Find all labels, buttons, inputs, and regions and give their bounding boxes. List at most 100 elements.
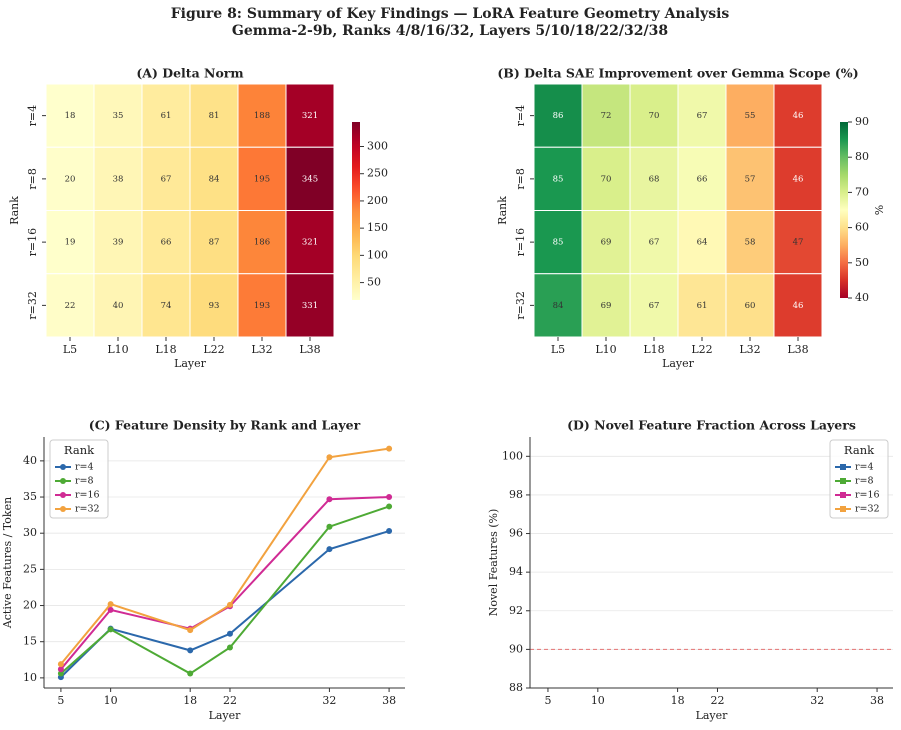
y-tick-label: r=32 [26,291,39,319]
cell-label: 195 [254,174,270,184]
colorbar-tick-label: 300 [367,139,388,152]
colorbar-tick-label: 50 [367,276,381,289]
x-tick-label: L38 [299,343,320,356]
x-tick-label: 5 [544,694,551,707]
x-tick-label: L32 [739,343,760,356]
x-tick-label: 5 [57,694,64,707]
y-tick-label: r=16 [26,228,39,256]
colorbar [352,122,360,300]
colorbar-tick-label: 250 [367,167,388,180]
x-tick-label: 22 [710,694,724,707]
cell-label: 38 [113,174,124,184]
heatmap-cell [93,273,143,338]
cell-label: 55 [745,111,756,121]
cell-label: 85 [553,174,564,184]
heatmap-cell [677,210,727,275]
heatmap-cell [285,273,335,338]
cell-label: 64 [697,238,708,248]
x-tick-label: 38 [382,694,396,707]
figure-title: Figure 8: Summary of Key Findings — LoRA… [171,6,730,22]
marker [187,627,194,634]
marker [386,528,393,535]
heatmap-cell [93,83,143,148]
cell-label: 20 [65,174,76,184]
cell-label: 321 [302,111,318,121]
legend-marker [840,464,846,470]
heatmap-cell [141,83,191,148]
x-tick-label: 32 [810,694,824,707]
chart-title: (B) Delta SAE Improvement over Gemma Sco… [497,66,858,81]
cell-label: 85 [553,238,564,248]
marker [326,523,333,530]
x-tick-label: L38 [787,343,808,356]
heatmap-cell [629,83,679,148]
cell-label: 67 [649,238,660,248]
cell-label: 69 [601,301,612,311]
heatmap-cell [285,146,335,211]
heatmap-cell [189,210,239,275]
colorbar-tick-label: 200 [367,194,388,207]
legend-marker [60,492,66,498]
cell-label: 74 [161,301,172,311]
legend-label: r=16 [75,490,100,501]
heatmap-cell [45,273,95,338]
cell-label: 22 [65,301,76,311]
x-tick-label: L22 [203,343,224,356]
y-tick-label: r=4 [26,105,39,126]
x-tick-label: L10 [107,343,128,356]
x-tick-label: L18 [155,343,176,356]
heatmap-cell [581,83,631,148]
cell-label: 67 [161,174,172,184]
figure-subtitle: Gemma-2-9b, Ranks 4/8/16/32, Layers 5/10… [232,23,668,39]
cell-label: 345 [302,174,318,184]
chart-title: (A) Delta Norm [136,66,243,81]
marker [187,647,194,654]
x-tick-label: 10 [104,694,118,707]
legend-title: Rank [64,443,95,457]
x-tick-label: 32 [322,694,336,707]
series-line [60,447,390,665]
cell-label: 66 [697,174,708,184]
cell-label: 67 [697,111,708,121]
cell-label: 86 [553,111,564,121]
x-tick-label: L32 [251,343,272,356]
cell-label: 68 [649,174,660,184]
legend-marker [60,506,66,512]
y-tick-label: 15 [23,635,37,648]
marker [326,546,333,553]
y-tick-label: r=8 [514,168,527,189]
heatmap-cell [773,210,823,275]
heatmap-cell [581,273,631,338]
legend-marker [60,478,66,484]
x-tick-label: 22 [223,694,237,707]
heatmap-cell [725,146,775,211]
heatmap-cell [581,210,631,275]
y-tick-label: 94 [509,565,523,578]
x-tick-label: L10 [595,343,616,356]
heatmap-cell [773,273,823,338]
heatmap-cell [189,146,239,211]
marker [326,454,333,461]
cell-label: 67 [649,301,660,311]
x-tick-label: 18 [671,694,685,707]
legend-label: r=8 [855,476,874,487]
x-tick-label: L18 [643,343,664,356]
cell-label: 331 [302,301,318,311]
colorbar-tick-label: 80 [855,150,869,163]
legend-title: Rank [844,443,875,457]
y-axis-label: Novel Features (%) [487,509,500,617]
cell-label: 186 [254,238,270,248]
cell-label: 40 [113,301,124,311]
cell-label: 61 [697,301,708,311]
y-tick-label: 100 [502,449,523,462]
y-tick-label: 35 [23,490,37,503]
x-tick-label: 18 [183,694,197,707]
heatmap-cell [581,146,631,211]
colorbar-tick-label: 50 [855,256,869,269]
marker [226,644,233,651]
cell-label: 46 [793,111,804,121]
cell-label: 60 [745,301,756,311]
cell-label: 66 [161,238,172,248]
marker [226,630,233,637]
marker [187,670,194,677]
